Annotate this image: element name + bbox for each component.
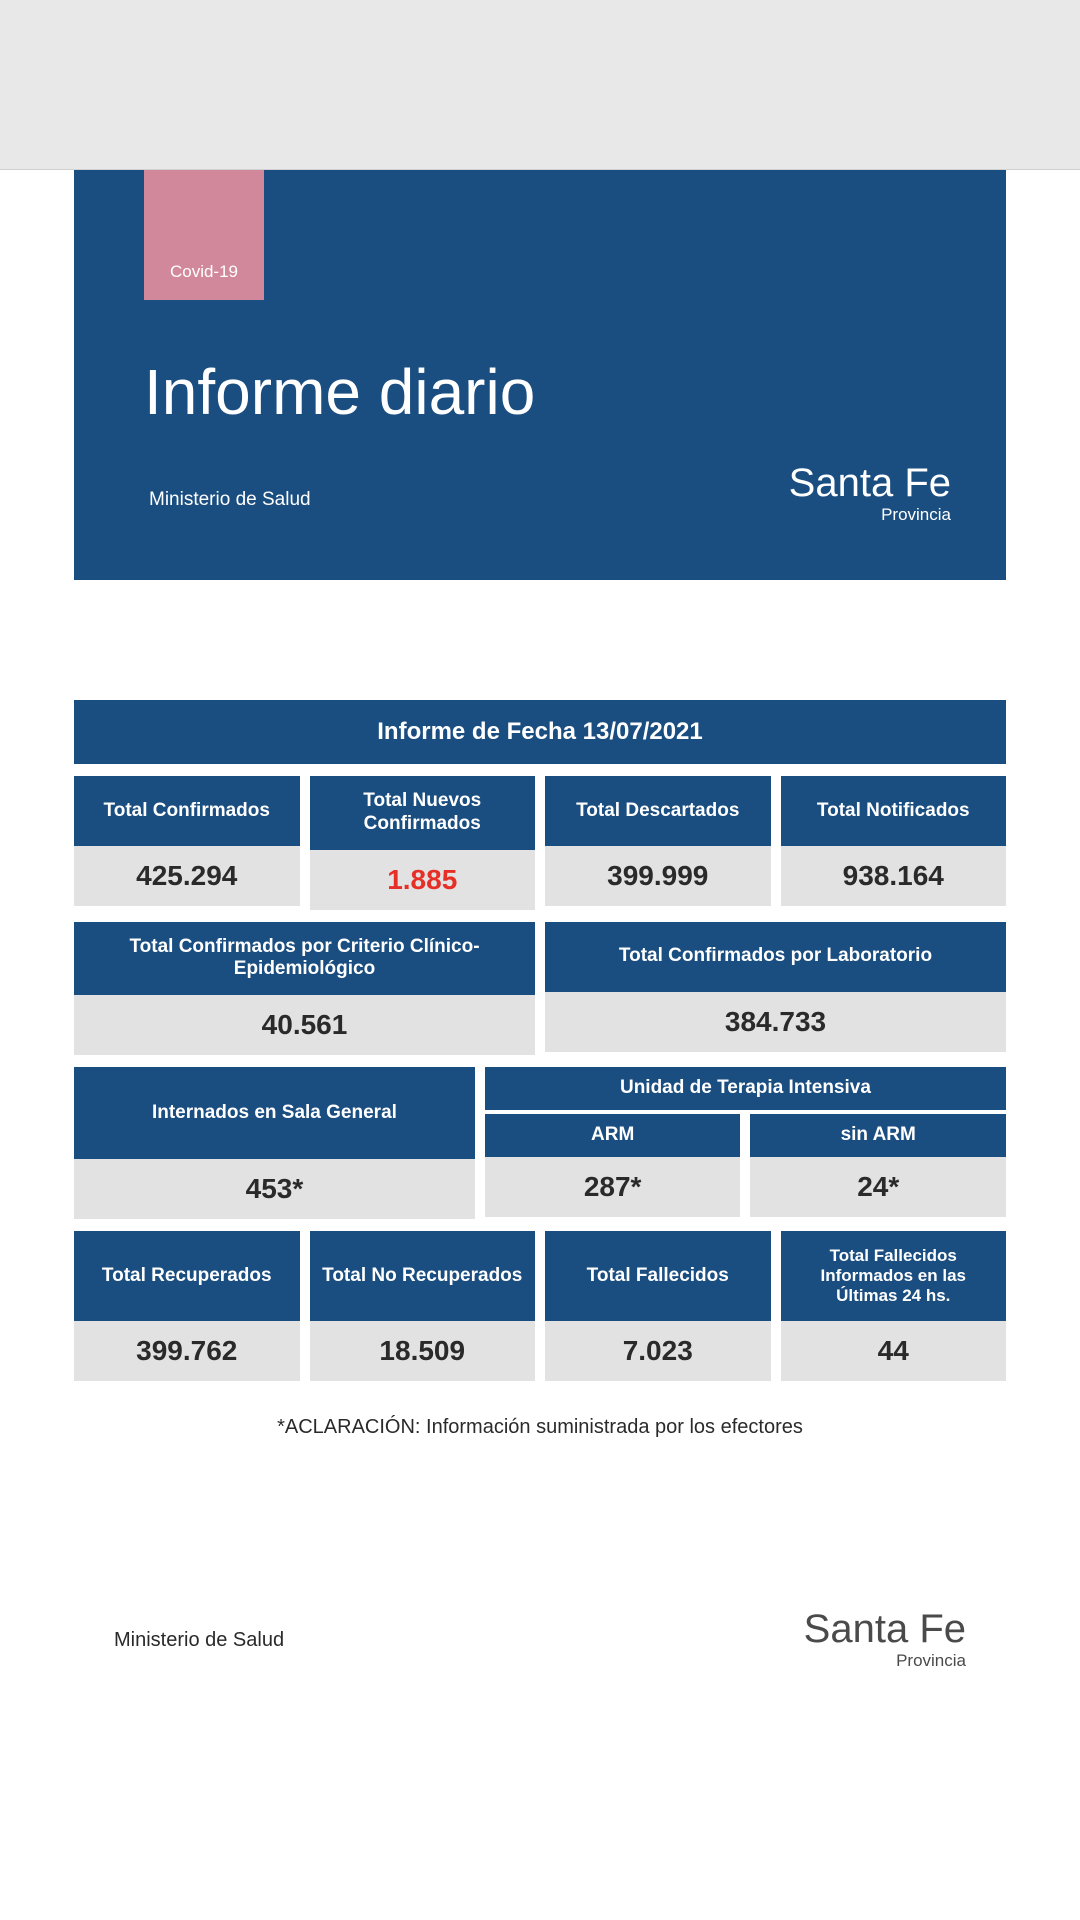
stat-label: Total Confirmados por Criterio Clínico-E…: [74, 922, 535, 996]
stat-value: 7.023: [545, 1321, 771, 1381]
stat-value-highlight: 1.885: [310, 850, 536, 910]
stat-label: Total Fallecidos: [545, 1231, 771, 1321]
stat-cell: sin ARM 24*: [750, 1114, 1006, 1217]
stat-cell: Total Confirmados 425.294: [74, 776, 300, 910]
stat-cell: Total Nuevos Confirmados 1.885: [310, 776, 536, 910]
stat-value: 18.509: [310, 1321, 536, 1381]
report-page: Covid-19 Informe diario Ministerio de Sa…: [0, 170, 1080, 1920]
stat-value: 384.733: [545, 992, 1006, 1052]
banner-title: Informe diario: [144, 355, 951, 429]
stat-cell: Total Fallecidos Informados en las Últim…: [781, 1231, 1007, 1381]
icu-block: Unidad de Terapia Intensiva ARM 287* sin…: [485, 1067, 1006, 1219]
footer-logo: Santa Fe Provincia: [804, 1609, 966, 1671]
stat-label: Total Descartados: [545, 776, 771, 846]
stat-label: Total Fallecidos Informados en las Últim…: [781, 1231, 1007, 1321]
footer-ministry: Ministerio de Salud: [114, 1629, 284, 1652]
stat-cell: Internados en Sala General 453*: [74, 1067, 475, 1219]
covid-tag-label: Covid-19: [170, 262, 238, 282]
stat-value: 399.762: [74, 1321, 300, 1381]
stat-value: 24*: [750, 1157, 1006, 1217]
stat-label: Total Notificados: [781, 776, 1007, 846]
stat-value: 425.294: [74, 846, 300, 906]
stat-label: Total Nuevos Confirmados: [310, 776, 536, 850]
stat-label: Total Confirmados por Laboratorio: [545, 922, 1006, 992]
stat-value: 40.561: [74, 995, 535, 1055]
stat-cell: Total Notificados 938.164: [781, 776, 1007, 910]
stats-row-3: Internados en Sala General 453* Unidad d…: [74, 1067, 1006, 1219]
stat-cell: Total Confirmados por Laboratorio 384.73…: [545, 922, 1006, 1056]
stat-value: 453*: [74, 1159, 475, 1219]
logo-sub: Provincia: [789, 505, 951, 525]
stat-label: Total Confirmados: [74, 776, 300, 846]
icu-title: Unidad de Terapia Intensiva: [485, 1067, 1006, 1110]
stat-label: ARM: [485, 1114, 741, 1157]
stats-row-4: Total Recuperados 399.762 Total No Recup…: [74, 1231, 1006, 1381]
stat-value: 44: [781, 1321, 1007, 1381]
stat-cell: Total No Recuperados 18.509: [310, 1231, 536, 1381]
content: Informe de Fecha 13/07/2021 Total Confir…: [74, 580, 1006, 1439]
icu-sub-row: ARM 287* sin ARM 24*: [485, 1114, 1006, 1217]
stat-label: Total No Recuperados: [310, 1231, 536, 1321]
footer-logo-main: Santa Fe: [804, 1609, 966, 1649]
stat-cell: Total Fallecidos 7.023: [545, 1231, 771, 1381]
stat-cell: Total Descartados 399.999: [545, 776, 771, 910]
logo-main: Santa Fe: [789, 463, 951, 503]
date-bar: Informe de Fecha 13/07/2021: [74, 700, 1006, 764]
covid-tag: Covid-19: [144, 170, 264, 300]
stat-value: 287*: [485, 1157, 741, 1217]
banner: Covid-19 Informe diario Ministerio de Sa…: [74, 170, 1006, 580]
clarification-note: *ACLARACIÓN: Información suministrada po…: [74, 1416, 1006, 1439]
stat-cell: ARM 287*: [485, 1114, 741, 1217]
footer-logo-sub: Provincia: [804, 1651, 966, 1671]
stat-label: sin ARM: [750, 1114, 1006, 1157]
stat-label: Total Recuperados: [74, 1231, 300, 1321]
banner-logo: Santa Fe Provincia: [789, 463, 951, 525]
top-gray-area: [0, 0, 1080, 170]
stats-row-2: Total Confirmados por Criterio Clínico-E…: [74, 922, 1006, 1056]
stat-label: Internados en Sala General: [74, 1067, 475, 1159]
footer: Ministerio de Salud Santa Fe Provincia: [74, 1439, 1006, 1731]
stat-cell: Total Recuperados 399.762: [74, 1231, 300, 1381]
stat-value: 399.999: [545, 846, 771, 906]
stat-value: 938.164: [781, 846, 1007, 906]
stats-row-1: Total Confirmados 425.294 Total Nuevos C…: [74, 776, 1006, 910]
stat-cell: Total Confirmados por Criterio Clínico-E…: [74, 922, 535, 1056]
